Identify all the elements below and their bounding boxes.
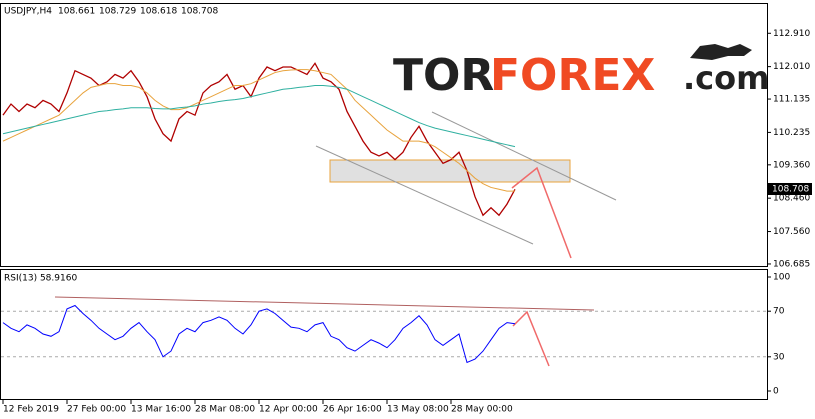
rsi-arrow [512,310,550,367]
x-tick-label: 27 Feb 00:00 [67,405,126,415]
x-tick-label: 13 May 08:00 [387,405,449,415]
y-tick-label: 100 [773,273,790,283]
x-tick-label: 26 Apr 16:00 [323,405,382,415]
series-line [2,62,516,217]
symbol: USDJPY,H4 [4,7,52,17]
logo-bull [690,44,752,60]
forecast-arrow [511,166,572,259]
y-tick-label: 111.135 [773,95,810,105]
rsi-panel [0,269,768,400]
rsi-trendline [54,296,595,311]
channel-top [431,111,617,201]
logo-com: .com [683,59,769,97]
y-tick-label: 70 [773,307,785,317]
x-tick-label: 13 Mar 16:00 [131,405,191,415]
y-tick-label: 106.685 [773,259,810,269]
logo-forex: FOREX [490,50,655,101]
series-line [2,304,516,364]
logo-tor: TOR [393,50,494,101]
ohlc-value: 108.729 [99,7,136,17]
y-tick-label: 108.460 [773,194,810,204]
rsi-title: RSI(13) 58.9160 [4,274,77,284]
y-tick-label: 0 [773,387,779,397]
channel-bottom [315,145,534,245]
price-label: 108.708 [772,184,809,194]
annotations [54,111,617,367]
y-tick-label: 112.010 [773,62,810,72]
x-tick-label: 12 Apr 00:00 [259,405,318,415]
y-tick-label: 109.360 [773,160,810,170]
x-tick-label: 12 Feb 2019 [3,405,59,415]
y-tick-label: 30 [773,352,785,362]
ohlc-value: 108.661 [58,7,95,17]
price-box [768,182,812,195]
logo: TOR FOREX .com [393,44,769,101]
y-tick-label: 107.560 [773,227,810,237]
y-tick-label: 112.910 [773,29,810,39]
y-tick-label: 110.235 [773,128,810,138]
price-panel [0,3,768,267]
ohlc-value: 108.618 [140,7,177,17]
x-tick-label: 28 Mar 08:00 [195,405,255,415]
x-tick-label: 28 May 00:00 [451,405,513,415]
ohlc-value: 108.708 [181,7,218,17]
series-line [2,69,515,192]
series-line [2,85,516,148]
